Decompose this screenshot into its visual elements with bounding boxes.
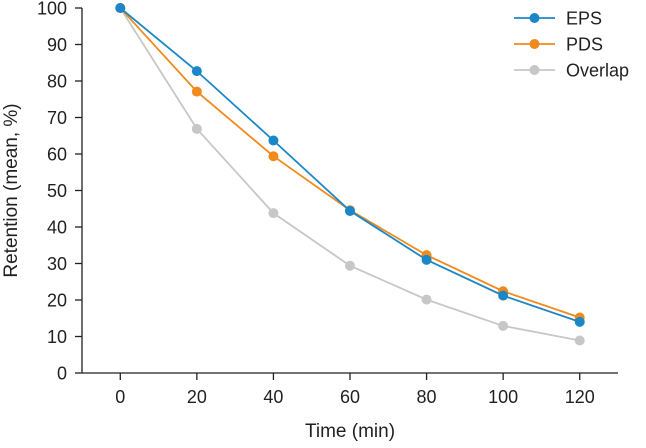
x-tick-label: 80 [417,387,437,407]
legend-label-eps: EPS [566,9,602,29]
legend-label-pds: PDS [566,35,603,55]
legend-marker-pds [529,39,540,49]
y-tick-label: 90 [47,35,67,55]
x-tick-label: 40 [263,387,283,407]
x-tick-label: 60 [340,387,360,407]
x-tick-label: 120 [565,387,595,407]
data-point-overlap [498,320,509,331]
series-pds [115,3,585,323]
x-axis-label: Time (min) [305,421,395,442]
y-tick-label: 20 [47,291,67,311]
data-point-eps [421,254,432,265]
y-tick-label: 0 [57,364,67,384]
data-point-pds [268,151,279,162]
legend-item-pds: PDS [514,35,603,55]
legend-marker-eps [529,13,540,23]
x-tick-label: 0 [115,387,125,407]
y-tick-label: 60 [47,145,67,165]
series-layer [115,3,585,346]
y-tick-label: 80 [47,72,67,92]
data-point-eps [498,290,509,301]
x-tick-label: 20 [187,387,207,407]
y-tick-label: 50 [47,181,67,201]
legend-item-eps: EPS [514,9,602,29]
data-point-overlap [191,123,202,134]
data-point-eps [345,205,355,216]
x-tick-label: 100 [488,387,518,407]
y-tick-label: 30 [47,254,67,274]
y-tick-label: 10 [47,327,67,347]
data-point-eps [574,316,585,327]
axes: 0 10 20 30 40 50 60 70 80 90 100 0 20 40 60 80 100 120 [37,0,618,407]
data-point-overlap [421,294,432,305]
series-line-overlap [119,7,580,342]
data-point-overlap [574,335,585,346]
data-point-overlap [268,208,279,219]
y-tick-label: 100 [37,0,67,19]
data-point-pds [191,86,202,97]
y-tick-label: 40 [47,218,67,238]
data-point-eps [115,3,126,13]
series-line-eps [119,7,581,323]
series-eps [115,3,585,327]
legend: EPS PDS Overlap [514,9,629,81]
series-line-pds [119,7,581,319]
legend-item-overlap: Overlap [514,61,629,81]
data-point-eps [191,66,202,77]
y-axis-label: Retention (mean, %) [1,103,22,277]
data-point-overlap [345,260,355,271]
y-tick-label: 70 [47,108,67,128]
legend-marker-overlap [529,65,540,75]
data-point-eps [268,135,279,146]
legend-label-overlap: Overlap [566,61,629,81]
